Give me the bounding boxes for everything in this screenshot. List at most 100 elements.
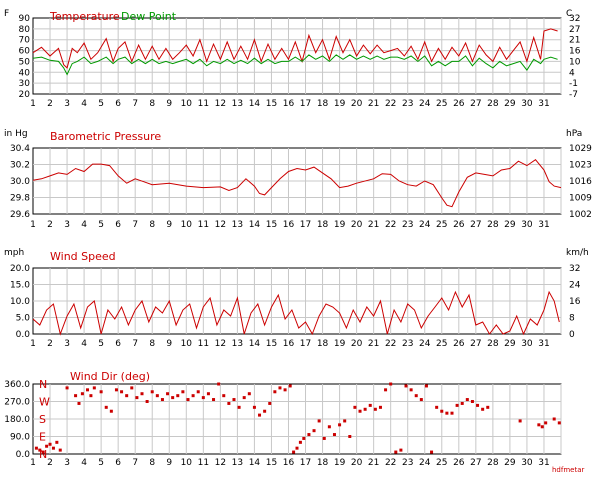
data-point (258, 413, 262, 417)
x-tick-label: 12 (215, 220, 226, 230)
x-tick-label: 31 (538, 339, 549, 349)
x-tick-label: 6 (115, 99, 121, 109)
x-tick-label: 11 (198, 99, 209, 109)
data-point (51, 446, 55, 450)
y-right-tick-label: -7 (569, 90, 578, 100)
x-tick-label: 30 (521, 99, 533, 109)
x-tick-label: 25 (436, 220, 447, 230)
data-point (263, 409, 267, 413)
y-axis-unit-left: mph (4, 248, 24, 258)
data-point (176, 394, 180, 398)
x-tick-label: 18 (317, 458, 329, 468)
data-point (206, 392, 210, 396)
x-tick-label: 12 (215, 339, 226, 349)
x-tick-label: 30 (521, 339, 533, 349)
x-tick-label: 23 (402, 220, 413, 230)
x-tick-label: 17 (300, 99, 311, 109)
x-tick-label: 7 (132, 99, 138, 109)
chart-title: Wind Speed (50, 250, 116, 263)
x-tick-label: 15 (266, 99, 277, 109)
x-tick-label: 18 (317, 99, 329, 109)
y-tick-label: 360.0 (4, 380, 30, 390)
data-point (227, 401, 231, 405)
y-tick-label: 90.0 (10, 433, 30, 443)
x-tick-label: 3 (64, 99, 70, 109)
x-tick-label: 13 (232, 99, 243, 109)
x-tick-label: 8 (149, 99, 155, 109)
y-right-tick-label: 21 (569, 36, 580, 46)
y-right-tick-label: 27 (569, 25, 580, 35)
y-tick-label: 10.0 (10, 297, 30, 307)
data-point (171, 396, 175, 400)
x-tick-label: 30 (521, 220, 533, 230)
data-point (41, 450, 45, 454)
x-tick-label: 5 (98, 99, 104, 109)
y-right-tick-label: 8 (569, 314, 575, 324)
data-point (201, 396, 205, 400)
x-tick-label: 17 (300, 339, 311, 349)
data-point (292, 450, 296, 454)
data-point (109, 409, 113, 413)
data-point (150, 390, 154, 394)
data-point (283, 388, 287, 392)
y-axis-unit-left: F (4, 9, 9, 19)
data-point (537, 423, 541, 427)
x-tick-label: 18 (317, 339, 329, 349)
data-point (160, 398, 164, 402)
y-tick-label: 70 (19, 36, 31, 46)
x-tick-label: 27 (470, 99, 481, 109)
data-point (196, 390, 200, 394)
x-tick-label: 19 (334, 339, 346, 349)
data-point (332, 433, 336, 437)
x-tick-label: 15 (266, 339, 277, 349)
y-tick-label: 180.0 (4, 415, 30, 425)
data-point (65, 386, 69, 390)
x-tick-label: 8 (149, 339, 155, 349)
data-point (373, 407, 377, 411)
data-point (242, 396, 246, 400)
x-tick-label: 26 (453, 220, 465, 230)
data-point (34, 446, 38, 450)
data-point (247, 392, 251, 396)
x-tick-label: 31 (538, 99, 549, 109)
x-tick-label: 18 (317, 220, 329, 230)
x-tick-label: 9 (166, 99, 172, 109)
x-tick-label: 29 (504, 458, 516, 468)
x-tick-label: 29 (504, 339, 516, 349)
x-tick-label: 14 (249, 339, 261, 349)
data-point (445, 411, 449, 415)
x-tick-label: 24 (419, 99, 431, 109)
data-point (414, 394, 418, 398)
y-axis-unit-right: C (566, 9, 572, 19)
x-tick-label: 22 (385, 220, 396, 230)
data-point (58, 448, 62, 452)
data-point (273, 390, 277, 394)
data-point (181, 390, 185, 394)
data-point (394, 450, 398, 454)
x-tick-label: 15 (266, 458, 277, 468)
x-tick-label: 5 (98, 458, 104, 468)
data-point (322, 436, 326, 440)
x-tick-label: 11 (198, 339, 209, 349)
x-tick-label: 26 (453, 339, 465, 349)
y-tick-label: 29.6 (10, 210, 30, 220)
data-point (45, 444, 49, 448)
chart-title: Barometric Pressure (50, 130, 161, 143)
x-tick-label: 21 (368, 339, 379, 349)
x-tick-label: 25 (436, 99, 447, 109)
x-tick-label: 4 (81, 99, 87, 109)
compass-label: N (39, 378, 47, 391)
data-point (486, 405, 490, 409)
x-tick-label: 16 (283, 339, 295, 349)
data-point (552, 417, 556, 421)
x-tick-label: 10 (181, 339, 193, 349)
data-point (252, 405, 256, 409)
x-tick-label: 24 (419, 339, 431, 349)
y-right-tick-label: 32 (569, 14, 580, 24)
compass-label: N (39, 448, 47, 461)
data-point (307, 433, 311, 437)
series-line-dew-point (32, 54, 558, 76)
x-tick-label: 20 (351, 339, 363, 349)
